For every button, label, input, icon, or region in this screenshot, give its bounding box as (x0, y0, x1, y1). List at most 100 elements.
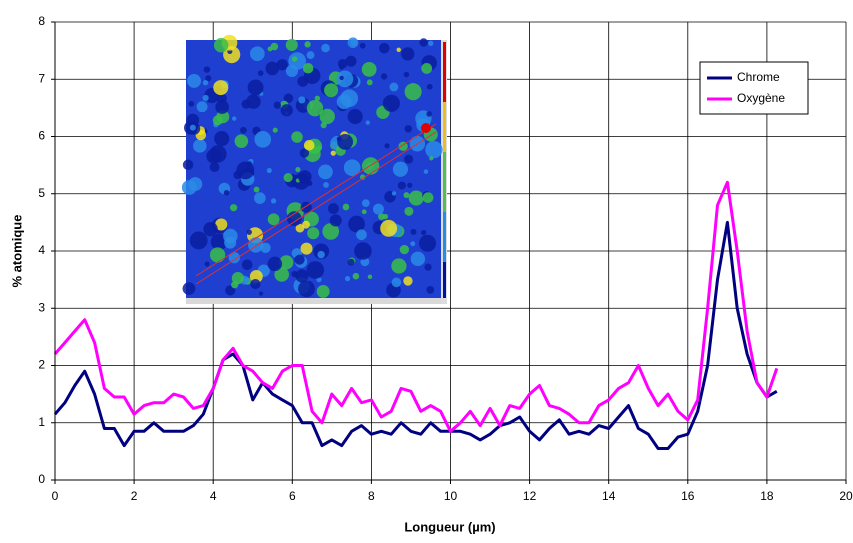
map-blob (396, 47, 401, 53)
x-tick-label: 2 (131, 489, 138, 503)
inset-map (181, 34, 447, 304)
map-blob (213, 37, 229, 53)
map-blob (279, 255, 294, 270)
y-tick-label: 0 (38, 472, 45, 486)
map-blob (273, 101, 282, 109)
map-color-bar (443, 42, 446, 102)
map-blob (365, 120, 370, 125)
map-blob (295, 269, 309, 283)
map-blob (391, 277, 402, 288)
map-blob (182, 282, 196, 295)
x-tick-label: 8 (368, 489, 375, 503)
map-blob (426, 83, 433, 90)
map-blob (254, 192, 266, 204)
map-blob (254, 130, 272, 148)
map-blob (213, 80, 229, 96)
x-axis-title: Longueur (µm) (404, 519, 495, 534)
map-blob (189, 124, 196, 131)
map-blob (266, 168, 272, 174)
map-blob (306, 51, 315, 60)
map-blob (267, 213, 280, 226)
map-blob (408, 190, 424, 206)
map-blob (298, 280, 315, 298)
map-blob (232, 116, 237, 121)
x-tick-label: 20 (839, 489, 853, 503)
map-blob (229, 204, 238, 212)
map-blob (324, 83, 339, 98)
map-blob (257, 70, 264, 76)
map-blob (348, 215, 365, 233)
map-blob (360, 174, 366, 180)
map-blob (189, 231, 208, 250)
map-blob (382, 213, 389, 220)
y-tick-label: 3 (38, 300, 45, 314)
map-blob (203, 221, 218, 237)
map-blob (428, 40, 434, 46)
map-blob (302, 62, 314, 74)
map-blob (298, 170, 312, 184)
map-blob (378, 213, 385, 221)
x-tick-label: 0 (52, 489, 59, 503)
map-blob (302, 220, 310, 229)
map-blob (295, 167, 301, 173)
map-blob (267, 256, 283, 272)
map-color-bar (443, 152, 446, 212)
map-blob (401, 47, 415, 61)
plot (53, 180, 779, 450)
map-scale-bar (186, 298, 446, 304)
map-blob (270, 42, 279, 51)
map-blob (204, 261, 210, 267)
map-blob (354, 242, 372, 260)
map-blob (379, 42, 390, 54)
map-blob (404, 125, 413, 133)
map-blob (182, 159, 194, 170)
map-blob (339, 64, 345, 70)
map-blob (206, 148, 221, 164)
legend-label: Chrome (737, 70, 780, 84)
map-blob (344, 276, 351, 282)
map-blob (410, 251, 426, 267)
map-blob (228, 251, 240, 264)
map-blob (210, 233, 228, 251)
map-blob (223, 190, 230, 196)
map-blob (316, 285, 330, 298)
map-blob (241, 99, 251, 109)
map-blob (258, 291, 264, 296)
map-blob (215, 218, 228, 231)
map-blob (330, 150, 336, 156)
map-blob (352, 272, 360, 280)
map-blob (404, 154, 414, 164)
map-blob (274, 267, 289, 282)
map-blob (317, 250, 325, 259)
map-blob (231, 272, 245, 285)
map-blob (337, 133, 354, 150)
map-blob (403, 276, 413, 286)
map-blob (236, 161, 255, 180)
map-blob (407, 182, 413, 188)
map-blob (322, 223, 340, 240)
map-blob (321, 43, 330, 53)
map-blob (187, 73, 202, 88)
map-blob (270, 198, 277, 204)
map-blob (391, 191, 397, 196)
x-tick-label: 6 (289, 489, 296, 503)
legend (699, 61, 809, 115)
map-blob (361, 209, 367, 215)
map-blob (380, 219, 398, 237)
map-blob (319, 108, 335, 125)
map-blob (318, 164, 333, 180)
map-blob (285, 64, 298, 78)
y-axis-title: % atomique (9, 215, 24, 288)
x-tick-label: 16 (681, 489, 695, 503)
map-blob (272, 127, 278, 133)
map-blob (298, 96, 306, 104)
map-blob (422, 192, 434, 203)
x-tick-label: 18 (760, 489, 774, 503)
map-blob (188, 100, 195, 107)
map-blob (306, 100, 324, 117)
map-blob (403, 192, 410, 199)
map-blob (389, 82, 399, 92)
map-blob (372, 203, 384, 215)
map-blob (307, 227, 320, 240)
map-blob (356, 229, 367, 241)
